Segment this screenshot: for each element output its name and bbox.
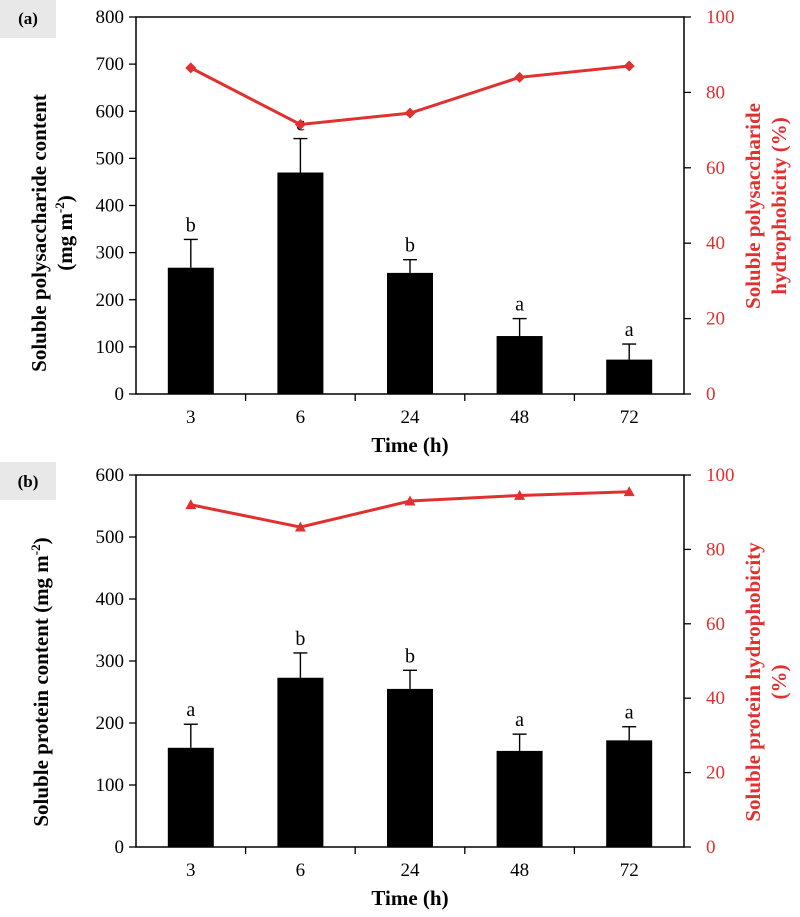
significance-letter: a xyxy=(625,702,634,724)
x-tick-label: 24 xyxy=(401,860,421,881)
significance-letter: b xyxy=(186,214,196,236)
y-axis-title: Soluble protein content (mg m-2) xyxy=(28,537,53,826)
y-tick-label: 100 xyxy=(96,775,125,796)
y-axis-title-text: Soluble protein content (mg m xyxy=(29,555,53,827)
significance-letter: b xyxy=(405,235,415,257)
x-axis-title: Time (h) xyxy=(371,886,448,910)
y-tick-label: 200 xyxy=(96,290,125,311)
series-marker-diamond xyxy=(514,71,526,83)
series-marker-triangle xyxy=(514,489,526,500)
series-marker-diamond xyxy=(404,107,416,119)
bar xyxy=(387,688,433,847)
y2-axis-title: Soluble protein hydrophobicity(%) xyxy=(741,542,791,822)
y-tick-label: 0 xyxy=(115,384,125,405)
y-tick-label: 200 xyxy=(96,713,125,734)
y-tick-label: 0 xyxy=(115,837,125,858)
y-tick-label: 500 xyxy=(96,148,125,169)
y2-axis-title-line-2: hydrophobicity (%) xyxy=(767,117,791,295)
significance-letter: b xyxy=(295,628,305,650)
x-tick-label: 24 xyxy=(401,407,421,428)
y-tick-label: 800 xyxy=(96,7,125,28)
y-tick-label: 600 xyxy=(96,101,125,122)
x-tick-label: 3 xyxy=(186,860,196,881)
y2-tick-label: 80 xyxy=(706,82,725,103)
y-tick-label: 500 xyxy=(96,527,125,548)
bar xyxy=(606,740,653,847)
series-marker-triangle xyxy=(623,486,635,497)
y2-axis-title-line-1: Soluble polysaccharide xyxy=(741,103,765,309)
panel-label: (a) xyxy=(18,9,38,28)
y2-tick-label: 20 xyxy=(706,309,725,330)
y2-axis-title-line-1: Soluble protein hydrophobicity xyxy=(741,542,765,822)
bar xyxy=(496,750,543,847)
y2-tick-label: 40 xyxy=(706,233,725,254)
y2-tick-label: 60 xyxy=(706,614,725,635)
y2-tick-label: 40 xyxy=(706,688,725,709)
y-tick-label: 600 xyxy=(96,465,125,486)
significance-letter: a xyxy=(186,699,195,721)
x-tick-label: 48 xyxy=(510,407,529,428)
y-tick-label: 700 xyxy=(96,54,125,75)
bar xyxy=(167,747,214,847)
significance-letter: a xyxy=(515,294,524,316)
y2-axis-title-line-2: (%) xyxy=(767,665,791,700)
y-axis-title-line-2: (mg m-2) xyxy=(52,195,77,271)
y-axis-unit-superscript: -2 xyxy=(52,202,67,213)
bar xyxy=(277,677,324,847)
series-marker-diamond xyxy=(294,118,306,130)
y2-tick-label: 20 xyxy=(706,763,725,784)
y2-tick-label: 0 xyxy=(706,837,716,858)
chart-panel-b: (b) 0 100 200 300 400 500 600 0 20 40 60 80 100 3 6 24 48… xyxy=(0,462,791,910)
significance-letter: a xyxy=(625,319,634,341)
y-axis-title: Soluble polysaccharide content(mg m-2) xyxy=(27,94,77,372)
bar xyxy=(277,172,324,394)
panel-label-box xyxy=(0,462,56,500)
y-axis-unit-superscript: -2 xyxy=(28,544,43,555)
y2-axis-title: Soluble polysaccharidehydrophobicity (%) xyxy=(741,103,791,309)
y-tick-label: 400 xyxy=(96,196,125,217)
y2-tick-label: 0 xyxy=(706,384,716,405)
bar xyxy=(167,267,214,394)
panel-label-box xyxy=(0,0,56,38)
bar xyxy=(496,336,543,394)
y-tick-label: 100 xyxy=(96,337,125,358)
y-axis-title-line-1: Soluble polysaccharide content xyxy=(27,94,51,372)
x-tick-label: 3 xyxy=(186,407,196,428)
y-axis-unit: (mg m xyxy=(53,213,77,271)
y-axis-unit-close: ) xyxy=(29,537,53,544)
x-tick-label: 72 xyxy=(620,407,639,428)
x-tick-label: 48 xyxy=(510,860,529,881)
series-marker-triangle xyxy=(185,499,197,510)
series-marker-triangle xyxy=(294,521,306,532)
series-marker-diamond xyxy=(185,62,197,74)
y-axis-unit-close: ) xyxy=(53,195,77,202)
y-tick-label: 400 xyxy=(96,589,125,610)
chart-panel-a: (a) 0 100 200 300 400 500 600 700 800 0 20 40 60 80 100… xyxy=(0,0,791,457)
significance-letter: b xyxy=(405,645,415,667)
series-marker-diamond xyxy=(623,60,635,72)
panel-label: (b) xyxy=(18,472,39,491)
x-tick-label: 72 xyxy=(620,860,639,881)
series-marker-triangle xyxy=(404,495,416,506)
y-tick-label: 300 xyxy=(96,651,125,672)
x-tick-label: 6 xyxy=(296,407,306,428)
y2-tick-label: 100 xyxy=(706,7,735,28)
y2-tick-label: 100 xyxy=(706,465,735,486)
y2-tick-label: 80 xyxy=(706,539,725,560)
bar xyxy=(387,272,433,394)
x-axis-title: Time (h) xyxy=(371,433,448,457)
bar xyxy=(606,359,653,394)
significance-letter: a xyxy=(515,709,524,731)
y2-tick-label: 60 xyxy=(706,158,725,179)
x-tick-label: 6 xyxy=(296,860,306,881)
y-tick-label: 300 xyxy=(96,243,125,264)
